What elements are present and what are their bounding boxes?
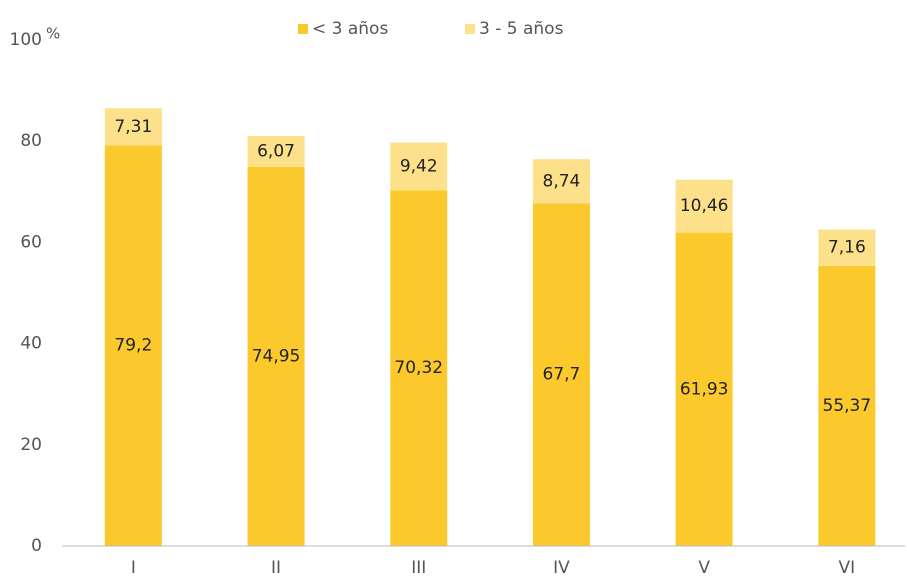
bar-segment — [532, 203, 590, 547]
bar-segment — [818, 229, 876, 266]
data-label: 70,32 — [394, 358, 443, 378]
data-label: 67,7 — [543, 365, 581, 385]
bar-segment — [247, 136, 305, 167]
x-tick-label: VI — [839, 558, 856, 577]
bar-segment — [675, 179, 733, 233]
legend-label: 3 - 5 años — [479, 19, 564, 39]
y-tick-label: 80 — [20, 131, 42, 151]
legend-swatch — [465, 24, 475, 34]
x-tick-label: V — [698, 558, 710, 577]
bar-segment — [818, 265, 876, 546]
bar-segment — [532, 159, 590, 204]
data-label: 9,42 — [400, 156, 438, 176]
x-tick-label: III — [411, 558, 426, 577]
bar-segment — [104, 145, 162, 547]
y-tick-label: 20 — [20, 435, 42, 455]
x-tick-label: IV — [553, 558, 570, 577]
data-label: 8,74 — [543, 171, 581, 191]
legend-label: < 3 años — [312, 19, 388, 39]
y-tick-label: 60 — [20, 232, 42, 252]
x-tick-label: II — [271, 558, 281, 577]
bar-segment — [104, 108, 162, 146]
data-label: 6,07 — [257, 141, 295, 161]
data-label: 79,2 — [114, 336, 152, 356]
bar-segment — [390, 142, 448, 191]
bar-segment — [247, 166, 305, 547]
x-tick-label: I — [131, 558, 136, 577]
bar-segment — [675, 232, 733, 546]
y-tick-label: 0 — [31, 536, 42, 556]
bar-segment — [390, 190, 448, 547]
data-label: 7,31 — [114, 117, 152, 137]
data-label: 7,16 — [828, 238, 866, 258]
data-label: 10,46 — [680, 196, 729, 216]
y-axis-label: % — [46, 25, 60, 43]
data-label: 55,37 — [823, 396, 872, 416]
data-label: 61,93 — [680, 379, 729, 399]
legend-swatch — [298, 24, 308, 34]
y-tick-label: 100 — [10, 30, 42, 50]
data-label: 74,95 — [252, 346, 301, 366]
y-tick-label: 40 — [20, 334, 42, 354]
